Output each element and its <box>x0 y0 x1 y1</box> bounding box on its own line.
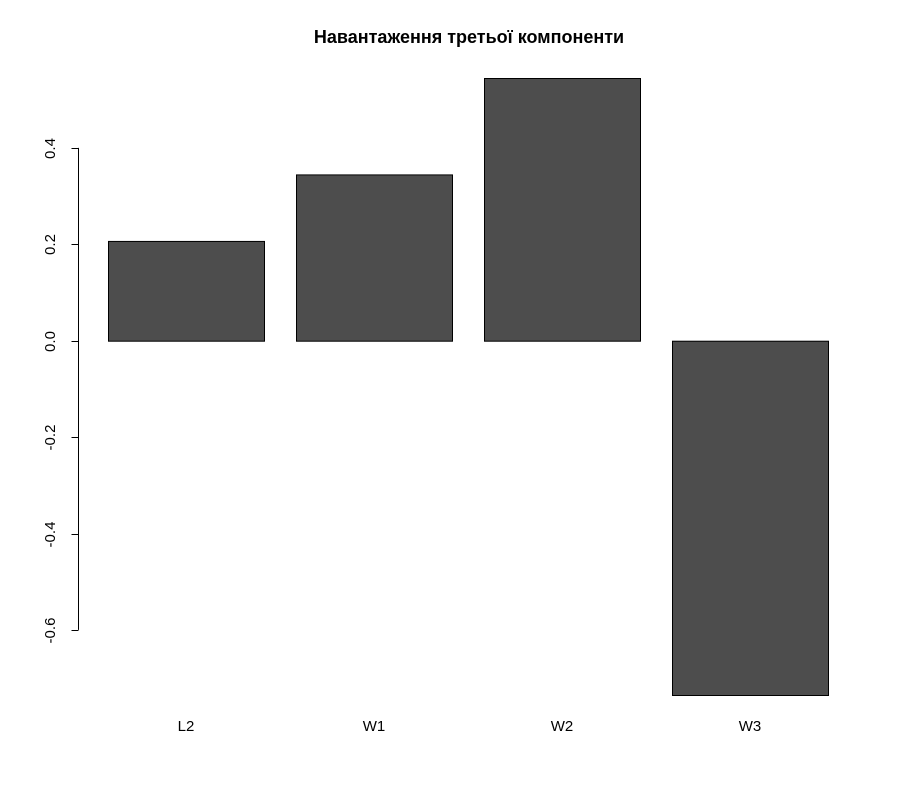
x-category-label: W3 <box>739 718 762 735</box>
bar-w2 <box>484 78 641 342</box>
x-category-label: L2 <box>178 718 195 735</box>
bar-l2 <box>108 240 265 342</box>
bar-w3 <box>672 340 829 696</box>
x-category-label: W1 <box>363 718 386 735</box>
y-tick-label: -0.6 <box>42 618 59 644</box>
bars-group <box>108 78 829 696</box>
y-tick-label: 0.0 <box>42 331 59 352</box>
bar-w1 <box>296 174 453 342</box>
y-tick-label: -0.2 <box>42 425 59 451</box>
x-axis-labels: L2 W1 W2 W3 <box>178 718 762 735</box>
chart-title: Навантаження третьої компоненти <box>313 27 625 47</box>
y-tick-label: -0.4 <box>42 522 59 548</box>
x-category-label: W2 <box>551 718 574 735</box>
y-tick-label: 0.2 <box>42 234 59 255</box>
y-tick-label: 0.4 <box>42 138 59 159</box>
y-axis: -0.6 -0.4 -0.2 0.0 0.2 0.4 <box>42 138 79 643</box>
